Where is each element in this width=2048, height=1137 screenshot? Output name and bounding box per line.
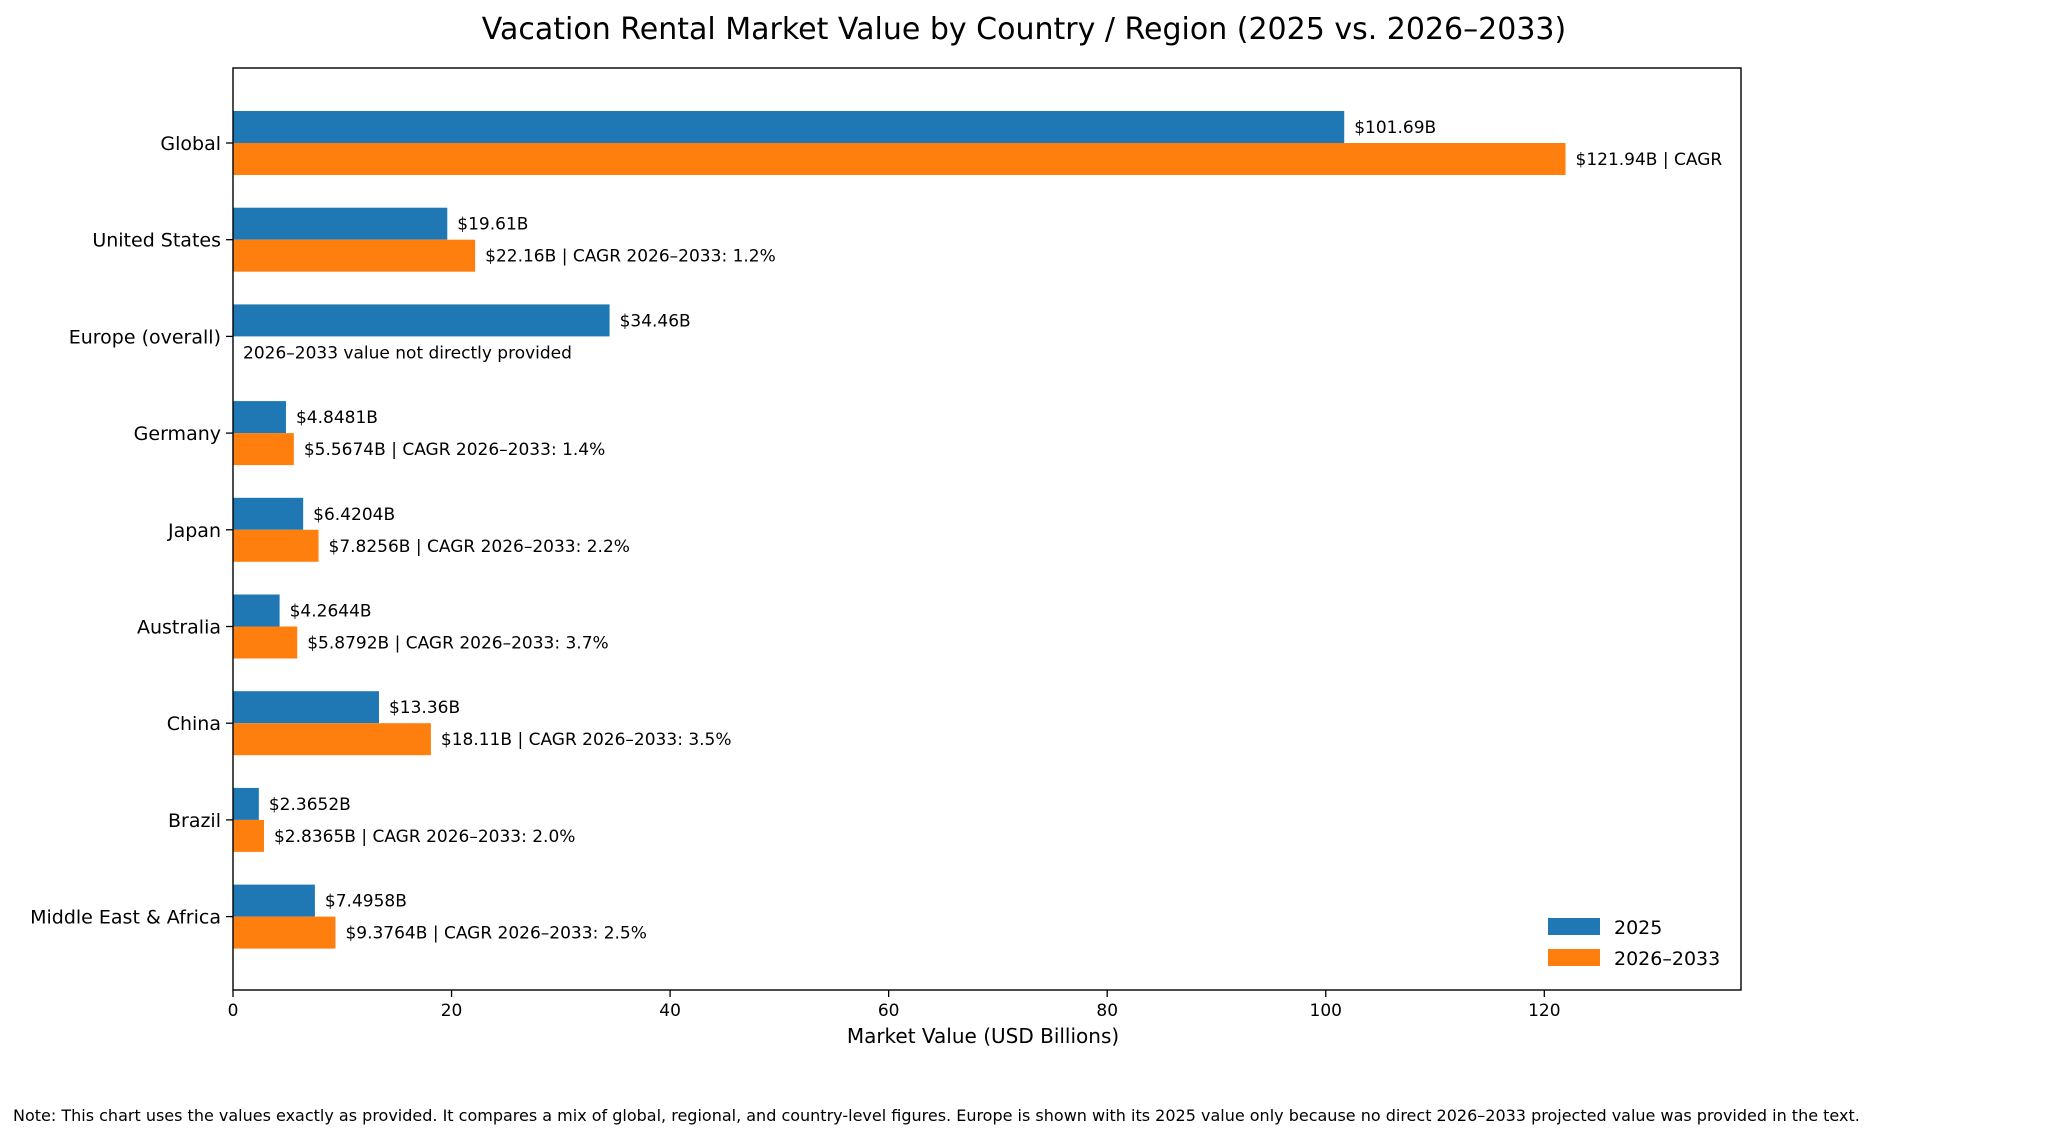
data-label: $2.8365B | CAGR 2026–2033: 2.0% <box>274 827 575 847</box>
data-label: $7.4958B <box>325 892 407 912</box>
y-tick-label: Brazil <box>168 810 221 832</box>
bar-2026-2033 <box>233 723 431 756</box>
data-label: $34.46B <box>620 311 691 331</box>
bar-2026-2033 <box>233 143 1566 175</box>
legend: 2025 2026–2033 <box>1548 917 1720 970</box>
bar-2026-2033 <box>233 529 319 562</box>
data-label: $9.3764B | CAGR 2026–2033: 2.5% <box>345 924 646 944</box>
data-label: $18.11B | CAGR 2026–2033: 3.5% <box>441 730 732 750</box>
y-tick-label: Global <box>160 133 221 155</box>
data-label: $22.16B | CAGR 2026–2033: 1.2% <box>485 247 776 267</box>
y-tick-label: Germany <box>134 423 221 445</box>
y-tick-label: Australia <box>137 617 221 639</box>
axes-frame <box>232 67 1742 991</box>
x-axis-label: Market Value (USD Billions) <box>847 1024 1119 1048</box>
x-tick-label: 100 <box>1310 1001 1342 1021</box>
x-tick-label: 0 <box>228 1001 239 1021</box>
x-tick-label: 60 <box>878 1001 900 1021</box>
y-tick-label: China <box>167 713 221 735</box>
x-tick-label: 80 <box>1096 1001 1118 1021</box>
bar-2025 <box>233 401 286 434</box>
data-label: $4.8481B <box>296 408 378 428</box>
bar-2026-2033 <box>233 819 264 852</box>
y-tick-label: Japan <box>167 520 221 542</box>
bar-2025 <box>233 497 304 530</box>
x-tick-label: 120 <box>1528 1001 1560 1021</box>
data-label: $5.8792B | CAGR 2026–2033: 3.7% <box>307 634 608 654</box>
plot-area: Global $101.69B $121.94B | CAGR United Stat… <box>30 67 1742 997</box>
bar-2025 <box>233 787 259 820</box>
y-tick-label: Europe (overall) <box>69 326 221 348</box>
data-label: $101.69B <box>1354 118 1436 138</box>
bar-2025 <box>233 207 448 240</box>
bar-2026-2033 <box>233 626 298 659</box>
chart-title: Vacation Rental Market Value by Country … <box>482 12 1566 47</box>
bar-2026-2033 <box>233 239 476 272</box>
data-label: $6.4204B <box>313 505 395 525</box>
y-tick-label: United States <box>92 230 221 252</box>
data-label: $4.2644B <box>290 602 372 622</box>
bar-2025 <box>233 884 315 917</box>
footnote: Note: This chart uses the values exactly… <box>13 1106 1860 1125</box>
bar-2025 <box>233 691 379 724</box>
data-label: $5.5674B | CAGR 2026–2033: 1.4% <box>304 440 605 460</box>
x-tick-label: 20 <box>441 1001 463 1021</box>
data-label: $121.94B | CAGR <box>1576 150 1723 170</box>
legend-swatch <box>1548 949 1600 966</box>
data-label: $19.61B <box>457 215 528 235</box>
data-label: $7.8256B | CAGR 2026–2033: 2.2% <box>329 537 630 557</box>
legend-swatch <box>1548 918 1600 935</box>
bar-2026-2033 <box>233 916 336 949</box>
bar-2025 <box>233 594 280 627</box>
data-label: $2.3652B <box>269 795 351 815</box>
data-label: $13.36B <box>389 698 460 718</box>
bar-2026-2033 <box>233 433 294 466</box>
legend-label: 2026–2033 <box>1614 948 1720 970</box>
y-tick-label: Middle East & Africa <box>30 907 221 929</box>
x-tick-label: 40 <box>659 1001 681 1021</box>
bar-2025 <box>233 111 1345 143</box>
annotation-label: 2026–2033 value not directly provided <box>243 343 572 363</box>
bar-2025 <box>233 304 610 337</box>
legend-label: 2025 <box>1614 917 1662 939</box>
